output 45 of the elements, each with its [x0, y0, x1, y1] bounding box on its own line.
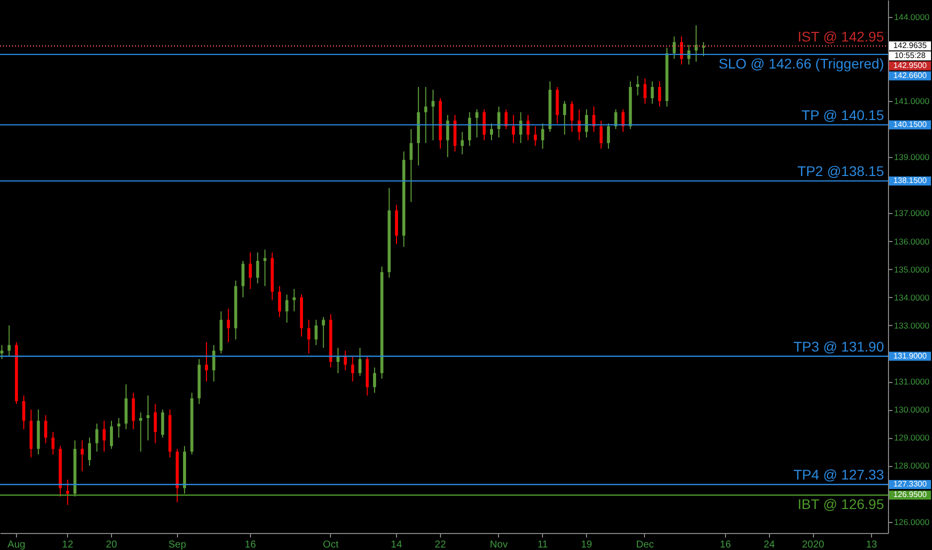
x-tick-label: 13: [866, 540, 878, 550]
text: 10:55:28: [894, 50, 926, 60]
ref-line-label: 138.1500: [893, 176, 928, 185]
ref-line-label: 126.9500: [893, 490, 928, 500]
y-tick-label: 144.0000: [894, 12, 930, 22]
y-tick-label: 137.0000: [894, 208, 930, 218]
x-tick-label: 22: [434, 540, 446, 550]
ref-line-label: 142.6600: [893, 70, 928, 80]
x-tick-label: Oct: [322, 540, 339, 550]
y-tick-label: 134.0000: [894, 292, 930, 302]
ref-line-label: 140.1500: [893, 120, 928, 129]
annotation: SLO @ 142.66 (Triggered): [718, 55, 884, 72]
x-tick-label: 19: [580, 540, 593, 550]
x-tick-label: 11: [537, 540, 548, 550]
y-tick-label: 129.0000: [894, 432, 930, 443]
ref-line-label: 127.3300: [893, 479, 928, 488]
y-tick-label: 126.0000: [894, 516, 930, 527]
x-tick-label: Sep: [168, 540, 187, 550]
ref-line-label: 131.9000: [893, 351, 928, 360]
x-tick-label: Aug: [8, 540, 26, 550]
annotation: IBT @ 126.95: [798, 496, 884, 512]
x-tick-label: 24: [764, 540, 776, 550]
annotation: TP4 @ 127.33: [794, 466, 884, 482]
annotation: TP @ 140.15: [802, 106, 884, 123]
x-tick-label: 16: [244, 540, 256, 550]
ref-line-label: 142.9635: [893, 40, 928, 50]
ref-line-label: 142.9500: [893, 60, 928, 70]
x-tick-label: Nov: [490, 540, 508, 550]
annotation: IST @ 142.95: [798, 28, 884, 44]
y-tick-label: 139.0000: [894, 152, 930, 162]
x-tick-label: Dec: [636, 540, 654, 550]
y-tick-label: 135.0000: [894, 264, 930, 274]
y-tick-label: 141.0000: [894, 96, 930, 106]
y-tick-label: 133.0000: [894, 320, 930, 330]
annotation: TP3 @ 131.90: [794, 338, 884, 354]
x-tick-label: 16: [720, 540, 732, 550]
x-tick-label: 14: [390, 540, 402, 550]
y-tick-label: 131.0000: [894, 376, 930, 387]
x-tick-label: 20: [106, 540, 118, 550]
annotation: TP2 @138.15: [797, 162, 884, 179]
x-tick-label: 12: [62, 540, 74, 550]
y-tick-label: 130.0000: [894, 404, 930, 415]
y-tick-label: 128.0000: [894, 460, 930, 471]
y-tick-label: 136.0000: [894, 236, 930, 246]
x-tick-label: 2020: [802, 540, 825, 550]
